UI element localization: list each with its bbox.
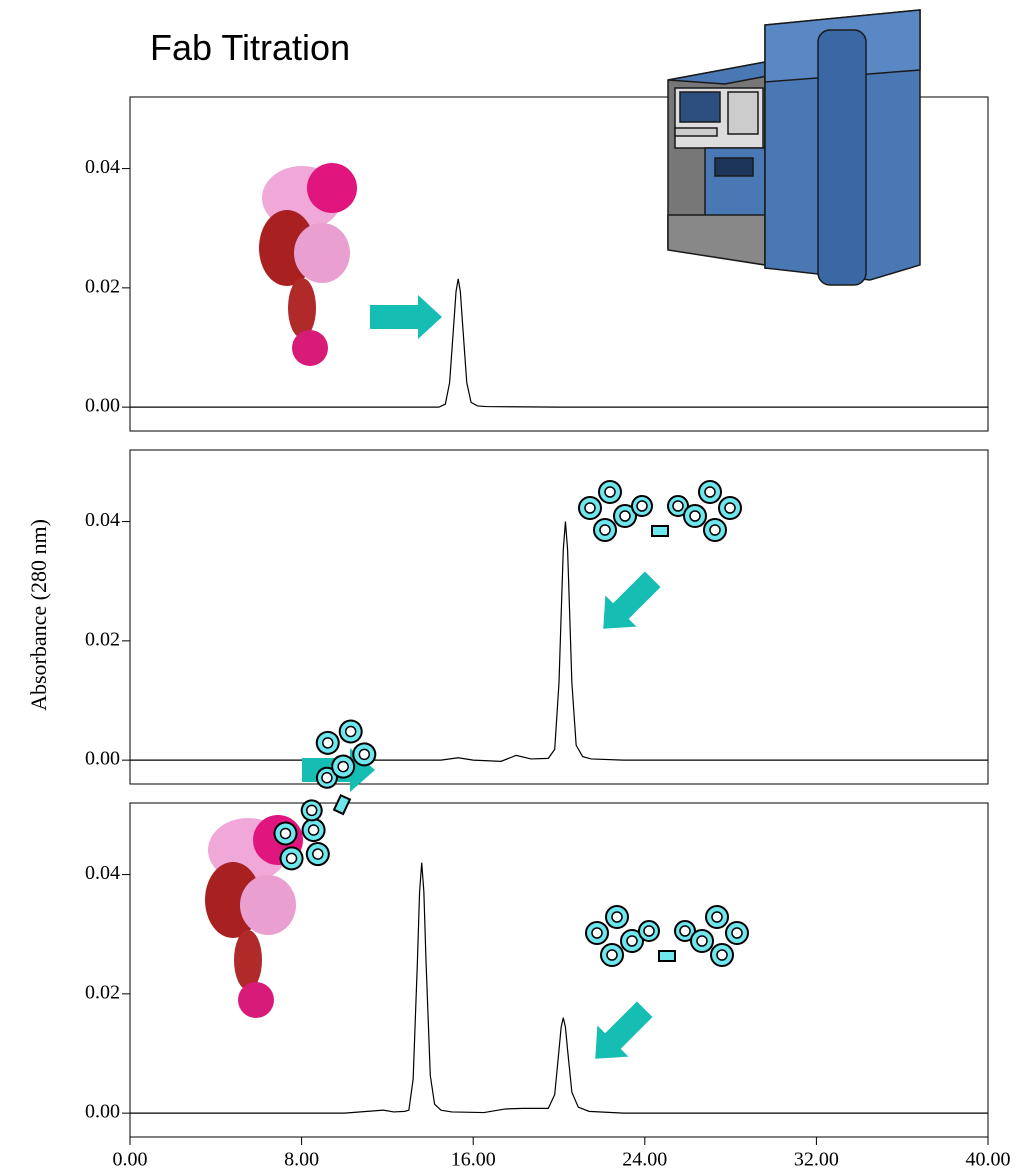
plot-frame bbox=[129, 449, 989, 785]
arrow bbox=[603, 571, 661, 629]
y-tick-label: 0.02 bbox=[85, 275, 120, 297]
x-tick-label: 24.00 bbox=[622, 1149, 667, 1171]
y-tick-label: 0.00 bbox=[85, 395, 120, 417]
x-tick-label: 8.00 bbox=[284, 1149, 319, 1171]
plot-frame bbox=[129, 802, 989, 1138]
arrow bbox=[595, 1001, 653, 1059]
antibody bbox=[585, 905, 749, 967]
y-tick-label: 0.02 bbox=[85, 628, 120, 650]
arrow bbox=[370, 295, 442, 339]
y-tick-label: 0.02 bbox=[85, 981, 120, 1003]
y-axis-label: Absorbance (280 nm) bbox=[26, 519, 51, 711]
x-tick-label: 0.00 bbox=[113, 1149, 148, 1171]
trace bbox=[130, 278, 988, 408]
x-tick-label: 32.00 bbox=[794, 1149, 839, 1171]
instrument bbox=[667, 9, 921, 286]
y-tick-label: 0.04 bbox=[85, 509, 120, 531]
antibody bbox=[261, 709, 387, 884]
plots: 0.00 0.02 0.04 0.00 0.02 0.04 0.00 0.02 0.04 0.00… bbox=[85, 96, 1011, 1171]
fab-protein bbox=[205, 815, 303, 1018]
x-tick-label: 40.00 bbox=[966, 1149, 1011, 1171]
antibody bbox=[578, 480, 742, 542]
plot-frame bbox=[129, 96, 989, 432]
y-tick-label: 0.00 bbox=[85, 1101, 120, 1123]
illustrations bbox=[205, 9, 921, 1059]
x-tick-label: 16.00 bbox=[451, 1149, 496, 1171]
y-tick-label: 0.04 bbox=[85, 862, 120, 884]
trace bbox=[130, 521, 988, 762]
y-tick-label: 0.00 bbox=[85, 748, 120, 770]
fab-protein bbox=[259, 163, 357, 366]
trace bbox=[130, 862, 988, 1114]
chart-title: Fab Titration bbox=[150, 27, 350, 68]
y-tick-label: 0.04 bbox=[85, 156, 120, 178]
